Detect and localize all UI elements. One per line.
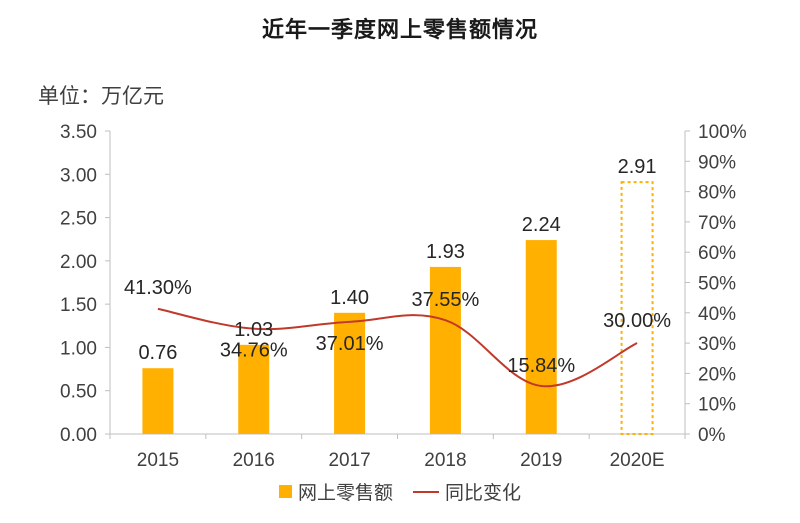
unit-label: 单位：万亿元 bbox=[38, 84, 164, 108]
bar-data-label: 1.03 bbox=[234, 319, 273, 341]
y-tick-label-right: 80% bbox=[698, 183, 736, 204]
x-tick-label: 2016 bbox=[233, 450, 275, 471]
chart-title: 近年一季度网上零售额情况 bbox=[261, 18, 538, 43]
y-tick-label-left: 1.50 bbox=[60, 295, 97, 316]
y-tick-label-left: 3.00 bbox=[60, 165, 97, 186]
y-tick-label-left: 3.50 bbox=[60, 122, 97, 143]
legend-label-line: 同比变化 bbox=[445, 482, 522, 504]
legend-swatch-line-icon bbox=[413, 490, 439, 493]
line-data-label: 30.00% bbox=[603, 310, 671, 332]
line-data-label: 15.84% bbox=[507, 355, 575, 377]
bar-estimated bbox=[620, 181, 654, 435]
legend: 网上零售额 同比变化 bbox=[0, 478, 800, 505]
bar-data-label: 2.91 bbox=[618, 156, 657, 178]
y-tick-label-left: 2.50 bbox=[60, 209, 97, 230]
bar bbox=[525, 240, 557, 434]
y-tick-label-left: 2.00 bbox=[60, 252, 97, 273]
y-tick-label-right: 0% bbox=[698, 425, 726, 446]
x-tick-label: 2018 bbox=[424, 450, 466, 471]
y-tick-label-right: 90% bbox=[698, 152, 736, 173]
bar-data-label: 0.76 bbox=[138, 342, 177, 364]
y-tick-label-right: 50% bbox=[698, 274, 736, 295]
bar bbox=[334, 312, 366, 434]
x-tick-label: 2019 bbox=[520, 450, 562, 471]
y-tick-label-right: 100% bbox=[698, 122, 747, 143]
y-tick-label-right: 70% bbox=[698, 213, 736, 234]
line-data-label: 41.30% bbox=[124, 277, 192, 299]
x-tick-label: 2015 bbox=[137, 450, 179, 471]
bar bbox=[142, 368, 174, 434]
line-series-yoy bbox=[157, 307, 638, 388]
line-data-label: 37.55% bbox=[411, 289, 479, 311]
x-tick-label: 2017 bbox=[328, 450, 370, 471]
legend-item-line: 同比变化 bbox=[413, 478, 521, 505]
bar bbox=[238, 344, 270, 434]
line-data-label: 37.01% bbox=[316, 333, 384, 355]
bar-data-label: 2.24 bbox=[522, 214, 561, 236]
y-tick-label-left: 1.00 bbox=[60, 338, 97, 359]
y-tick-label-right: 10% bbox=[698, 395, 736, 416]
y-tick-label-left: 0.50 bbox=[60, 382, 97, 403]
bar-data-label: 1.93 bbox=[426, 241, 465, 263]
legend-label-bar: 网上零售额 bbox=[297, 482, 393, 504]
legend-item-bar: 网上零售额 bbox=[278, 478, 393, 505]
y-tick-label-right: 30% bbox=[698, 334, 736, 355]
legend-swatch-bar-icon bbox=[278, 485, 292, 498]
bar-data-label: 1.40 bbox=[330, 287, 369, 309]
x-tick-label: 2020E bbox=[610, 450, 665, 471]
y-tick-label-left: 0.00 bbox=[60, 425, 97, 446]
line-data-label: 34.76% bbox=[220, 340, 288, 362]
bar bbox=[429, 266, 461, 434]
y-tick-label-right: 60% bbox=[698, 243, 736, 264]
y-tick-label-right: 20% bbox=[698, 364, 736, 385]
y-tick-label-right: 40% bbox=[698, 304, 736, 325]
